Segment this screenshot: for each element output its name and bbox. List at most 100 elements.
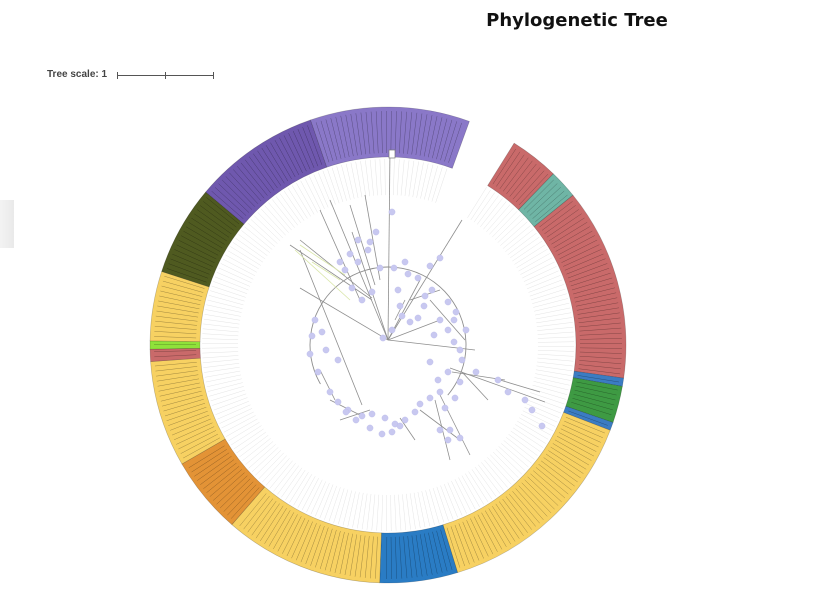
bootstrap-node	[390, 264, 398, 272]
leaf-label-stripe	[191, 449, 227, 473]
leaf-label-stripe	[206, 466, 240, 493]
leaf-label-stripe	[565, 417, 605, 434]
leaf-connector	[534, 302, 570, 312]
leaf-connector	[211, 285, 246, 298]
leaf-label-stripe	[576, 381, 618, 391]
leaf-connector	[396, 159, 400, 196]
leaf-label-stripe	[375, 536, 378, 579]
bootstrap-node	[379, 334, 387, 342]
leaf-connector	[203, 318, 240, 325]
leaf-label-stripe	[579, 351, 622, 354]
leaf-connector	[535, 373, 571, 381]
leaf-label-stripe	[230, 487, 260, 519]
leaf-connector	[255, 449, 282, 476]
leaf-connector	[517, 420, 549, 440]
leaf-label-stripe	[345, 114, 354, 157]
leaf-connector	[202, 351, 239, 354]
leaf-connector	[239, 435, 269, 458]
leaf-connector	[424, 164, 434, 200]
leaf-connector	[490, 454, 516, 482]
leaf-label-stripe	[411, 112, 418, 155]
leaf-connector	[525, 403, 560, 418]
leaf-connector	[281, 467, 303, 498]
leaf-label-stripe	[578, 368, 621, 375]
leaf-label-stripe	[315, 527, 329, 568]
leaf-connector	[304, 178, 322, 211]
leaf-label-stripe	[554, 439, 592, 461]
tree-branch	[294, 249, 351, 301]
leaf-label-stripe	[335, 116, 346, 158]
leaf-connector	[531, 388, 566, 400]
leaf-connector	[390, 494, 392, 531]
leaf-label-stripe	[407, 112, 413, 155]
leaf-connector	[537, 326, 574, 331]
clade-segment	[563, 405, 614, 431]
leaf-connector	[202, 347, 239, 349]
leaf-label-stripe	[191, 217, 227, 242]
tree-branch	[499, 379, 541, 393]
clade-segment	[149, 340, 201, 350]
leaf-connector	[432, 487, 445, 523]
bootstrap-node	[434, 376, 442, 384]
leaf-connector	[480, 198, 503, 227]
leaf-connector	[429, 489, 440, 524]
leaf-connector	[392, 159, 395, 196]
bootstrap-node	[358, 412, 366, 420]
leaf-connector	[381, 494, 384, 531]
leaf-connector	[306, 479, 323, 513]
tree-scale-tick	[117, 72, 118, 79]
bootstrap-node	[366, 238, 374, 246]
leaf-connector	[213, 397, 248, 411]
leaf-label-stripe	[279, 137, 300, 176]
leaf-label-stripe	[532, 190, 565, 219]
leaf-label-stripe	[274, 140, 296, 178]
bootstrap-node	[406, 318, 414, 326]
leaf-label-stripe	[432, 117, 443, 159]
leaf-connector	[537, 341, 574, 343]
leaf-connector	[216, 272, 251, 287]
leaf-connector	[384, 159, 386, 196]
leaf-label-stripe	[159, 295, 201, 305]
leaf-label-stripe	[553, 226, 590, 249]
leaf-connector	[327, 169, 340, 204]
leaf-connector	[471, 469, 493, 500]
leaf-connector	[447, 482, 463, 516]
leaf-label-stripe	[334, 531, 345, 573]
tree-branch	[387, 149, 391, 341]
leaf-connector	[427, 165, 438, 201]
leaf-connector	[215, 400, 250, 415]
leaf-connector	[300, 180, 318, 213]
leaf-label-stripe	[570, 272, 611, 287]
leaf-connector	[310, 481, 327, 515]
leaf-connector	[440, 485, 454, 520]
bootstrap-node	[456, 346, 464, 354]
leaf-connector	[518, 253, 551, 272]
leaf-label-stripe	[492, 506, 516, 542]
leaf-label-stripe	[415, 113, 423, 156]
side-panel-tab[interactable]	[0, 200, 14, 248]
leaf-label-stripe	[557, 235, 595, 256]
leaf-label-stripe	[156, 374, 199, 382]
leaf-connector	[250, 219, 278, 244]
leaf-label-stripe	[566, 258, 606, 275]
leaf-label-stripe	[567, 263, 608, 279]
bootstrap-node	[426, 394, 434, 402]
leaf-label-stripe	[540, 460, 575, 487]
leaf-label-stripe	[154, 325, 197, 330]
leaf-connector	[262, 455, 287, 483]
leaf-connector	[522, 261, 555, 279]
leaf-connector	[275, 196, 298, 226]
leaf-connector	[537, 336, 574, 339]
leaf-connector	[203, 363, 240, 368]
leaf-label-stripe	[154, 336, 197, 339]
leaf-connector	[341, 164, 351, 200]
bootstrap-node	[436, 426, 444, 434]
leaf-label-stripe	[436, 118, 448, 160]
leaf-label-stripe	[563, 249, 602, 267]
bootstrap-node	[458, 356, 466, 364]
leaf-connector	[202, 355, 239, 359]
leaf-connector	[208, 295, 244, 306]
leaf-connector	[481, 462, 504, 491]
leaf-connector	[486, 204, 511, 232]
leaf-label-stripe	[559, 239, 598, 260]
